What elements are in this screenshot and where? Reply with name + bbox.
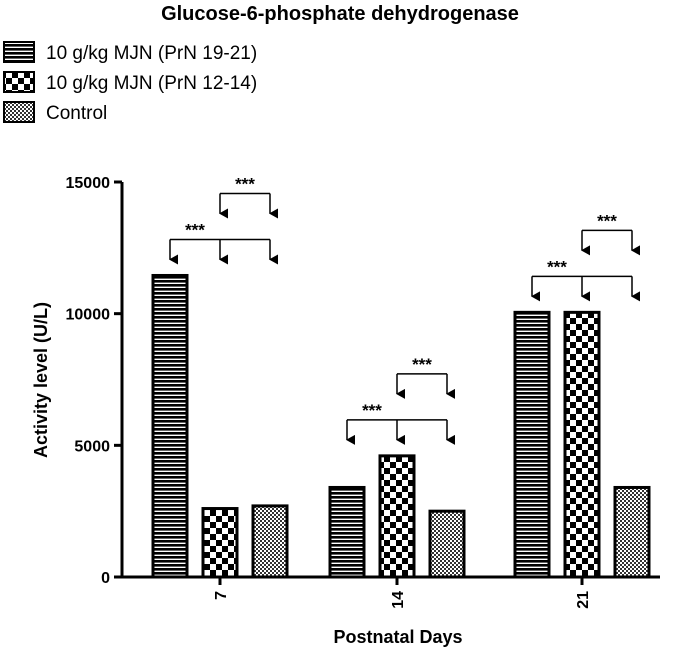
legend-entry: Control	[46, 103, 107, 124]
legend-entry: 10 g/kg MJN (PrN 12-14)	[46, 73, 257, 94]
significance-brackets: *** *** *** *** *** ***	[169, 174, 640, 445]
x-tick-label: 14	[390, 591, 407, 609]
legend-swatch	[3, 71, 35, 93]
bar	[378, 454, 416, 579]
significance-label: ***	[362, 401, 382, 420]
bar	[513, 310, 551, 579]
bar	[328, 485, 366, 579]
legend-entry: 10 g/kg MJN (PrN 19-21)	[46, 43, 257, 64]
bar	[201, 507, 239, 579]
significance-label: ***	[597, 211, 617, 230]
chart-title: Glucose-6-phosphate dehydrogenase	[161, 3, 519, 25]
x-axis: 7 14 21	[121, 575, 660, 609]
legend-swatch	[3, 41, 35, 63]
y-tick-label: 0	[101, 570, 110, 587]
x-tick-label: 7	[213, 591, 230, 600]
bar	[563, 310, 601, 579]
significance-label: ***	[185, 220, 205, 239]
y-axis: 0 5000 10000 15000	[66, 175, 124, 587]
bars	[151, 273, 651, 579]
legend-swatch	[3, 101, 35, 123]
y-axis-label: Activity level (U/L)	[31, 302, 51, 458]
significance-label: ***	[547, 257, 567, 276]
legend: 10 g/kg MJN (PrN 19-21) 10 g/kg MJN (PrN …	[3, 41, 257, 124]
x-tick-label: 21	[575, 591, 592, 609]
y-tick-label: 15000	[66, 175, 111, 192]
significance-label: ***	[235, 174, 255, 193]
significance-label: ***	[412, 355, 432, 374]
bar	[428, 509, 466, 579]
bar	[151, 273, 189, 579]
y-tick-label: 5000	[74, 438, 110, 455]
x-axis-label: Postnatal Days	[333, 627, 462, 647]
bar	[613, 485, 651, 579]
bar	[251, 504, 289, 579]
y-tick-label: 10000	[66, 307, 111, 324]
